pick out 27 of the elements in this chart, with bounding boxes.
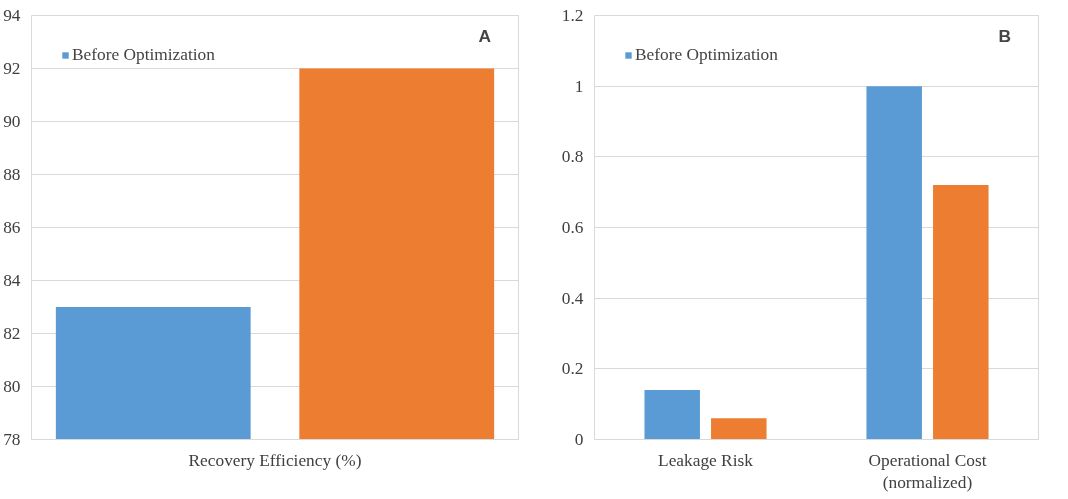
y-tick-label: 0.2 bbox=[561, 359, 584, 379]
y-tick-label: 1.2 bbox=[561, 6, 584, 25]
y-tick-label: 94 bbox=[3, 6, 21, 25]
annotation: B bbox=[998, 25, 1012, 46]
y-tick-label: 80 bbox=[3, 377, 21, 396]
legend-label: Before Optimization bbox=[72, 45, 215, 65]
y-tick-label: 86 bbox=[3, 218, 21, 237]
y-tick-label: 0.4 bbox=[561, 288, 584, 308]
bar bbox=[644, 390, 700, 440]
x-tick-label: Leakage Risk bbox=[658, 450, 754, 470]
y-tick-label: 92 bbox=[3, 59, 21, 78]
annotation: A bbox=[478, 25, 492, 46]
y-tick-label: 90 bbox=[3, 112, 21, 131]
bar bbox=[866, 86, 922, 440]
x-tick-label: Operational Cost (normalized) bbox=[868, 450, 987, 493]
x-tick-label: Recovery Efficiency (%) bbox=[188, 450, 362, 470]
y-tick-label: 84 bbox=[3, 271, 21, 290]
y-tick-label: 0 bbox=[574, 430, 584, 449]
y-tick-label: 1 bbox=[574, 76, 584, 96]
y-tick-label: 0.8 bbox=[561, 147, 584, 167]
bar bbox=[933, 185, 989, 440]
y-tick-label: 88 bbox=[3, 165, 21, 184]
y-tick-label: 82 bbox=[3, 324, 21, 343]
bar bbox=[711, 418, 767, 440]
legend-label: Before Optimization bbox=[635, 45, 778, 65]
y-tick-label: 78 bbox=[3, 430, 21, 449]
y-tick-label: 0.6 bbox=[561, 218, 584, 237]
